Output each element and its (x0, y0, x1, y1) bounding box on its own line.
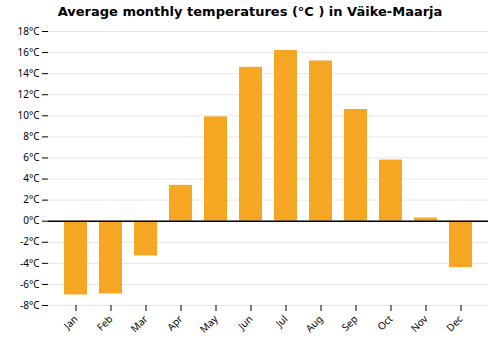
svg-text:Apr: Apr (164, 312, 186, 334)
svg-text:Nov: Nov (407, 311, 431, 335)
svg-text:4°C: 4°C (23, 171, 40, 185)
svg-text:12°C: 12°C (17, 87, 40, 101)
svg-text:Jul: Jul (272, 312, 291, 331)
svg-text:Jun: Jun (234, 312, 255, 333)
svg-text:18°C: 18°C (17, 24, 40, 38)
html-text:Average monthly temperatures (: Average monthly temperatures (°C ) in Vä… (57, 4, 443, 19)
svg-text:Dec: Dec (443, 312, 466, 335)
svg-text:16°C: 16°C (17, 45, 40, 59)
svg-text:Oct: Oct (374, 312, 396, 334)
svg-text:Sep: Sep (338, 312, 360, 334)
svg-text:-8°C: -8°C (20, 298, 40, 312)
svg-text:-6°C: -6°C (20, 277, 40, 291)
svg-text:Aug: Aug (302, 312, 325, 335)
svg-text:Jan: Jan (60, 312, 81, 333)
svg-text:2°C: 2°C (23, 192, 40, 206)
svg-text:-2°C: -2°C (20, 234, 40, 248)
svg-text:6°C: 6°C (23, 150, 40, 164)
svg-text:0°C: 0°C (23, 213, 40, 227)
svg-text:-4°C: -4°C (20, 256, 40, 270)
svg-text:8°C: 8°C (23, 129, 40, 143)
svg-text:Mar: Mar (127, 312, 150, 335)
svg-text:10°C: 10°C (17, 108, 40, 122)
svg-text:Feb: Feb (93, 312, 115, 334)
svg-text:14°C: 14°C (17, 66, 40, 80)
svg-text:May: May (196, 311, 221, 336)
